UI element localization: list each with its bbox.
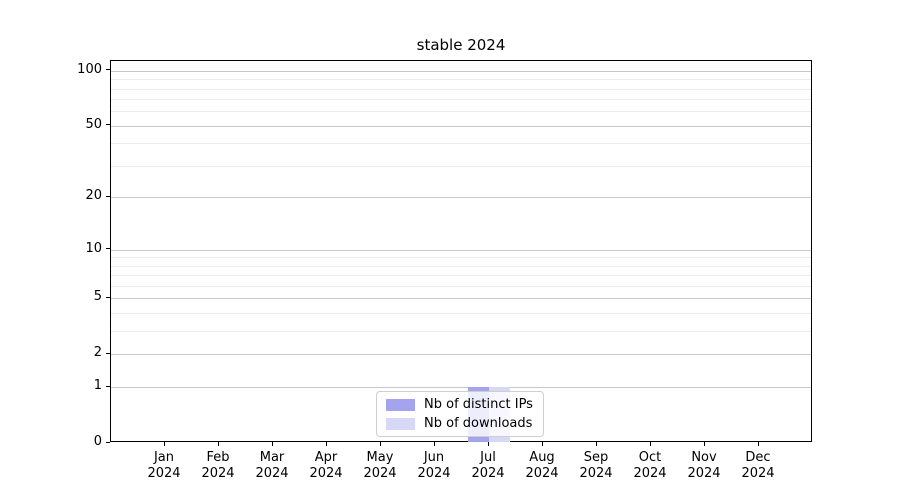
x-tick-month: Jun <box>423 450 445 465</box>
x-tick-year: 2024 <box>633 466 667 481</box>
plot-area <box>110 60 812 442</box>
x-tick-mark <box>757 442 759 446</box>
x-tick-mark <box>325 442 327 446</box>
x-tick-year: 2024 <box>471 466 505 481</box>
grid-line-minor <box>111 265 811 267</box>
y-axis-tick-label: 100 <box>77 61 102 77</box>
grid-line-major <box>111 387 811 389</box>
x-tick-year: 2024 <box>579 466 613 481</box>
x-axis-tick-label: Apr 2024 <box>298 450 354 482</box>
y-axis-tick-label: 0 <box>93 434 102 449</box>
y-axis-tick-label: 1 <box>93 378 102 394</box>
legend: Nb of distinct IPs Nb of downloads <box>376 391 544 437</box>
y-tick-mark <box>106 195 110 197</box>
y-tick-mark <box>106 69 110 71</box>
grid-line-major <box>111 249 811 251</box>
x-axis-tick-label: Nov 2024 <box>676 450 732 482</box>
legend-item-distinct-ips: Nb of distinct IPs <box>386 397 534 412</box>
x-axis-tick-label: Mar 2024 <box>244 450 300 482</box>
grid-line-minor <box>111 257 811 259</box>
y-tick-mark <box>106 441 110 443</box>
x-tick-month: Oct <box>638 450 662 465</box>
grid-line-minor <box>111 111 811 113</box>
x-tick-year: 2024 <box>201 466 235 481</box>
y-tick-mark <box>106 352 110 354</box>
x-tick-month: Nov <box>691 450 717 465</box>
x-tick-mark <box>163 442 165 446</box>
grid-line-major <box>111 197 811 199</box>
x-axis-tick-label: Jul 2024 <box>460 450 516 482</box>
x-tick-month: Dec <box>745 450 771 465</box>
grid-line-minor <box>111 166 811 168</box>
grid-line-minor <box>111 313 811 315</box>
legend-label-downloads: Nb of downloads <box>424 416 533 431</box>
x-axis-tick-label: Dec 2024 <box>730 450 786 482</box>
grid-line-minor <box>111 99 811 101</box>
x-axis-tick-label: Jan 2024 <box>136 450 192 482</box>
y-tick-mark <box>106 296 110 298</box>
x-tick-month: Mar <box>259 450 285 465</box>
x-axis-tick-label: Aug 2024 <box>514 450 570 482</box>
legend-swatch-downloads <box>386 417 415 430</box>
grid-line-minor <box>111 143 811 145</box>
x-tick-mark <box>433 442 435 446</box>
y-tick-mark <box>106 385 110 387</box>
grid-line-major <box>111 298 811 300</box>
x-axis-tick-label: Sep 2024 <box>568 450 624 482</box>
x-tick-mark <box>487 442 489 446</box>
x-tick-year: 2024 <box>741 466 775 481</box>
x-axis-tick-label: Jun 2024 <box>406 450 462 482</box>
x-tick-month: Jul <box>480 450 496 465</box>
x-tick-year: 2024 <box>363 466 397 481</box>
y-axis-tick-label: 2 <box>93 345 102 361</box>
y-axis-tick-label: 20 <box>85 188 102 204</box>
grid-line-minor <box>111 331 811 333</box>
x-tick-year: 2024 <box>255 466 289 481</box>
y-axis-tick-label: 5 <box>93 289 102 305</box>
x-tick-mark <box>217 442 219 446</box>
grid-line-major <box>111 354 811 356</box>
y-axis-tick-label: 10 <box>85 240 102 256</box>
x-tick-month: Feb <box>206 450 230 465</box>
x-tick-month: May <box>366 450 394 465</box>
x-tick-year: 2024 <box>525 466 559 481</box>
x-tick-month: Aug <box>529 450 555 465</box>
grid-line-major <box>111 70 811 72</box>
chart-title: stable 2024 <box>416 36 506 54</box>
grid-line-minor <box>111 275 811 277</box>
legend-label-distinct-ips: Nb of distinct IPs <box>424 397 533 412</box>
grid-line-major <box>111 125 811 127</box>
x-tick-year: 2024 <box>687 466 721 481</box>
x-tick-month: Jan <box>153 450 175 465</box>
x-tick-month: Sep <box>583 450 609 465</box>
x-tick-year: 2024 <box>417 466 451 481</box>
x-tick-month: Apr <box>314 450 338 465</box>
y-tick-mark <box>106 248 110 250</box>
x-tick-mark <box>541 442 543 446</box>
x-axis-tick-label: Feb 2024 <box>190 450 246 482</box>
x-tick-mark <box>649 442 651 446</box>
x-tick-year: 2024 <box>309 466 343 481</box>
x-axis-tick-label: May 2024 <box>352 450 408 482</box>
x-tick-mark <box>595 442 597 446</box>
legend-item-downloads: Nb of downloads <box>386 416 534 431</box>
x-tick-mark <box>271 442 273 446</box>
x-axis-tick-label: Oct 2024 <box>622 450 678 482</box>
grid-line-minor <box>111 286 811 288</box>
x-tick-year: 2024 <box>147 466 181 481</box>
grid-line-minor <box>111 79 811 81</box>
x-tick-mark <box>379 442 381 446</box>
y-tick-mark <box>106 124 110 126</box>
legend-swatch-distinct-ips <box>386 398 415 411</box>
grid-line-minor <box>111 88 811 90</box>
x-tick-mark <box>703 442 705 446</box>
y-axis-tick-label: 50 <box>85 116 102 132</box>
